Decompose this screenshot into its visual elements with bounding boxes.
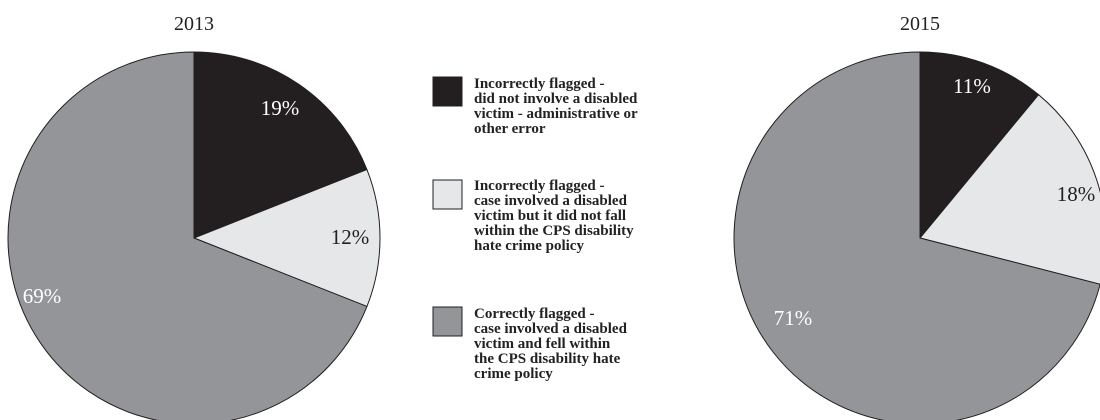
chart-title: 2015 [900, 13, 940, 35]
legend-label-line: Correctly flagged - [474, 306, 595, 322]
legend-item: Correctly flagged -case involved a disab… [432, 306, 628, 382]
pie-chart-2013: 2013 19% 12% 69% [7, 13, 381, 420]
pie-slice-12pct [192, 168, 381, 308]
legend-label-line: crime policy [474, 366, 553, 382]
pie-slice-18pct [919, 93, 1100, 285]
legend-label-line: the CPS disability hate [474, 351, 621, 367]
slice-data-label: 69% [23, 284, 62, 308]
slice-data-label: 71% [774, 306, 813, 330]
chart-title: 2013 [174, 13, 214, 35]
legend-label-line: victim and fell within [474, 336, 611, 352]
legend-label-line: victim - administrative or [474, 106, 638, 122]
legend-label-line: within the CPS disability [474, 223, 634, 239]
legend-label-line: case involved a disabled [474, 193, 628, 209]
legend-swatch [432, 179, 463, 210]
legend-item: Incorrectly flagged -case involved a dis… [432, 178, 634, 254]
slice-data-label: 11% [953, 74, 991, 98]
legend: Incorrectly flagged -did not involve a d… [432, 76, 638, 382]
legend-label-line: did not involve a disabled [474, 91, 638, 107]
slice-data-label: 18% [1057, 182, 1096, 206]
legend-label-line: Incorrectly flagged - [474, 178, 605, 194]
pie-slice-71pct [733, 51, 1100, 420]
slice-data-label: 19% [261, 96, 300, 120]
pie-slice-19pct [193, 51, 368, 239]
legend-swatch [432, 306, 463, 337]
pies-group: 2013 19% 12% 69% 2015 11% 18% 71% [7, 13, 1100, 420]
pie-slice-11pct [919, 51, 1040, 240]
legend-item: Incorrectly flagged -did not involve a d… [432, 76, 638, 137]
legend-label-line: hate crime policy [474, 238, 584, 254]
pie-slice-69pct [7, 51, 368, 420]
legend-label-line: Incorrectly flagged - [474, 76, 605, 92]
slice-data-label: 12% [331, 225, 370, 249]
legend-label-line: case involved a disabled [474, 321, 628, 337]
legend-label-line: victim but it did not fall [474, 208, 626, 224]
pie-chart-2015: 2015 11% 18% 71% [733, 13, 1100, 420]
legend-label-line: other error [474, 121, 546, 137]
legend-swatch [432, 76, 463, 107]
